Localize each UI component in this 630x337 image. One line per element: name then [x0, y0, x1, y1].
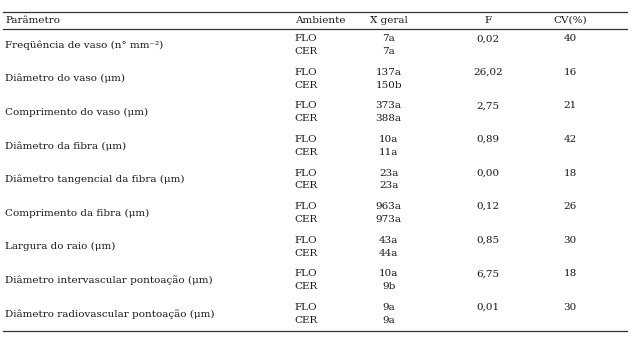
Text: 0,12: 0,12 — [477, 202, 500, 211]
Text: 0,85: 0,85 — [477, 236, 500, 245]
Text: 23a: 23a — [379, 168, 398, 178]
Text: CER: CER — [295, 248, 318, 257]
Text: CER: CER — [295, 181, 318, 190]
Text: CER: CER — [295, 114, 318, 123]
Text: 973a: 973a — [375, 215, 402, 224]
Text: 11a: 11a — [379, 148, 398, 157]
Text: 10a: 10a — [379, 269, 398, 278]
Text: FLO: FLO — [295, 68, 318, 77]
Text: FLO: FLO — [295, 236, 318, 245]
Text: 963a: 963a — [375, 202, 402, 211]
Text: Parâmetro: Parâmetro — [5, 16, 60, 25]
Text: 6,75: 6,75 — [477, 269, 500, 278]
Text: CER: CER — [295, 47, 318, 56]
Text: 388a: 388a — [375, 114, 402, 123]
Text: 137a: 137a — [375, 68, 402, 77]
Text: FLO: FLO — [295, 135, 318, 144]
Text: F: F — [484, 16, 492, 25]
Text: 30: 30 — [563, 303, 577, 312]
Text: CER: CER — [295, 148, 318, 157]
Text: Comprimento do vaso (μm): Comprimento do vaso (μm) — [5, 108, 148, 117]
Text: 10a: 10a — [379, 135, 398, 144]
Text: 42: 42 — [563, 135, 577, 144]
Text: FLO: FLO — [295, 34, 318, 43]
Text: Diâmetro do vaso (μm): Diâmetro do vaso (μm) — [5, 74, 125, 84]
Text: Freqüência de vaso (n° mm⁻²): Freqüência de vaso (n° mm⁻²) — [5, 40, 163, 50]
Text: CER: CER — [295, 282, 318, 291]
Text: Ambiente: Ambiente — [295, 16, 345, 25]
Text: X̅ geral: X̅ geral — [370, 16, 408, 25]
Text: FLO: FLO — [295, 269, 318, 278]
Text: 44a: 44a — [379, 248, 398, 257]
Text: 30: 30 — [563, 236, 577, 245]
Text: 373a: 373a — [375, 101, 402, 111]
Text: 26: 26 — [563, 202, 577, 211]
Text: FLO: FLO — [295, 101, 318, 111]
Text: 2,75: 2,75 — [477, 101, 500, 111]
Text: 0,00: 0,00 — [477, 168, 500, 178]
Text: FLO: FLO — [295, 202, 318, 211]
Text: 16: 16 — [563, 68, 577, 77]
Text: 9a: 9a — [382, 303, 395, 312]
Text: 7a: 7a — [382, 34, 395, 43]
Text: Diâmetro intervascular pontoação (μm): Diâmetro intervascular pontoação (μm) — [5, 275, 213, 285]
Text: Comprimento da fibra (μm): Comprimento da fibra (μm) — [5, 209, 149, 218]
Text: 18: 18 — [563, 168, 577, 178]
Text: 150b: 150b — [375, 81, 402, 90]
Text: Diâmetro radiovascular pontoação (μm): Diâmetro radiovascular pontoação (μm) — [5, 309, 215, 319]
Text: FLO: FLO — [295, 303, 318, 312]
Text: 0,02: 0,02 — [477, 34, 500, 43]
Text: 9a: 9a — [382, 316, 395, 325]
Text: 43a: 43a — [379, 236, 398, 245]
Text: 26,02: 26,02 — [473, 68, 503, 77]
Text: 9b: 9b — [382, 282, 396, 291]
Text: FLO: FLO — [295, 168, 318, 178]
Text: 21: 21 — [563, 101, 577, 111]
Text: 23a: 23a — [379, 181, 398, 190]
Text: CER: CER — [295, 316, 318, 325]
Text: Diâmetro da fibra (μm): Diâmetro da fibra (μm) — [5, 141, 126, 151]
Text: 0,89: 0,89 — [477, 135, 500, 144]
Text: 0,01: 0,01 — [477, 303, 500, 312]
Text: Largura do raio (μm): Largura do raio (μm) — [5, 242, 115, 251]
Text: CER: CER — [295, 215, 318, 224]
Text: CV(%): CV(%) — [553, 16, 587, 25]
Text: 7a: 7a — [382, 47, 395, 56]
Text: CER: CER — [295, 81, 318, 90]
Text: 18: 18 — [563, 269, 577, 278]
Text: 40: 40 — [563, 34, 577, 43]
Text: Diâmetro tangencial da fibra (μm): Diâmetro tangencial da fibra (μm) — [5, 175, 185, 184]
